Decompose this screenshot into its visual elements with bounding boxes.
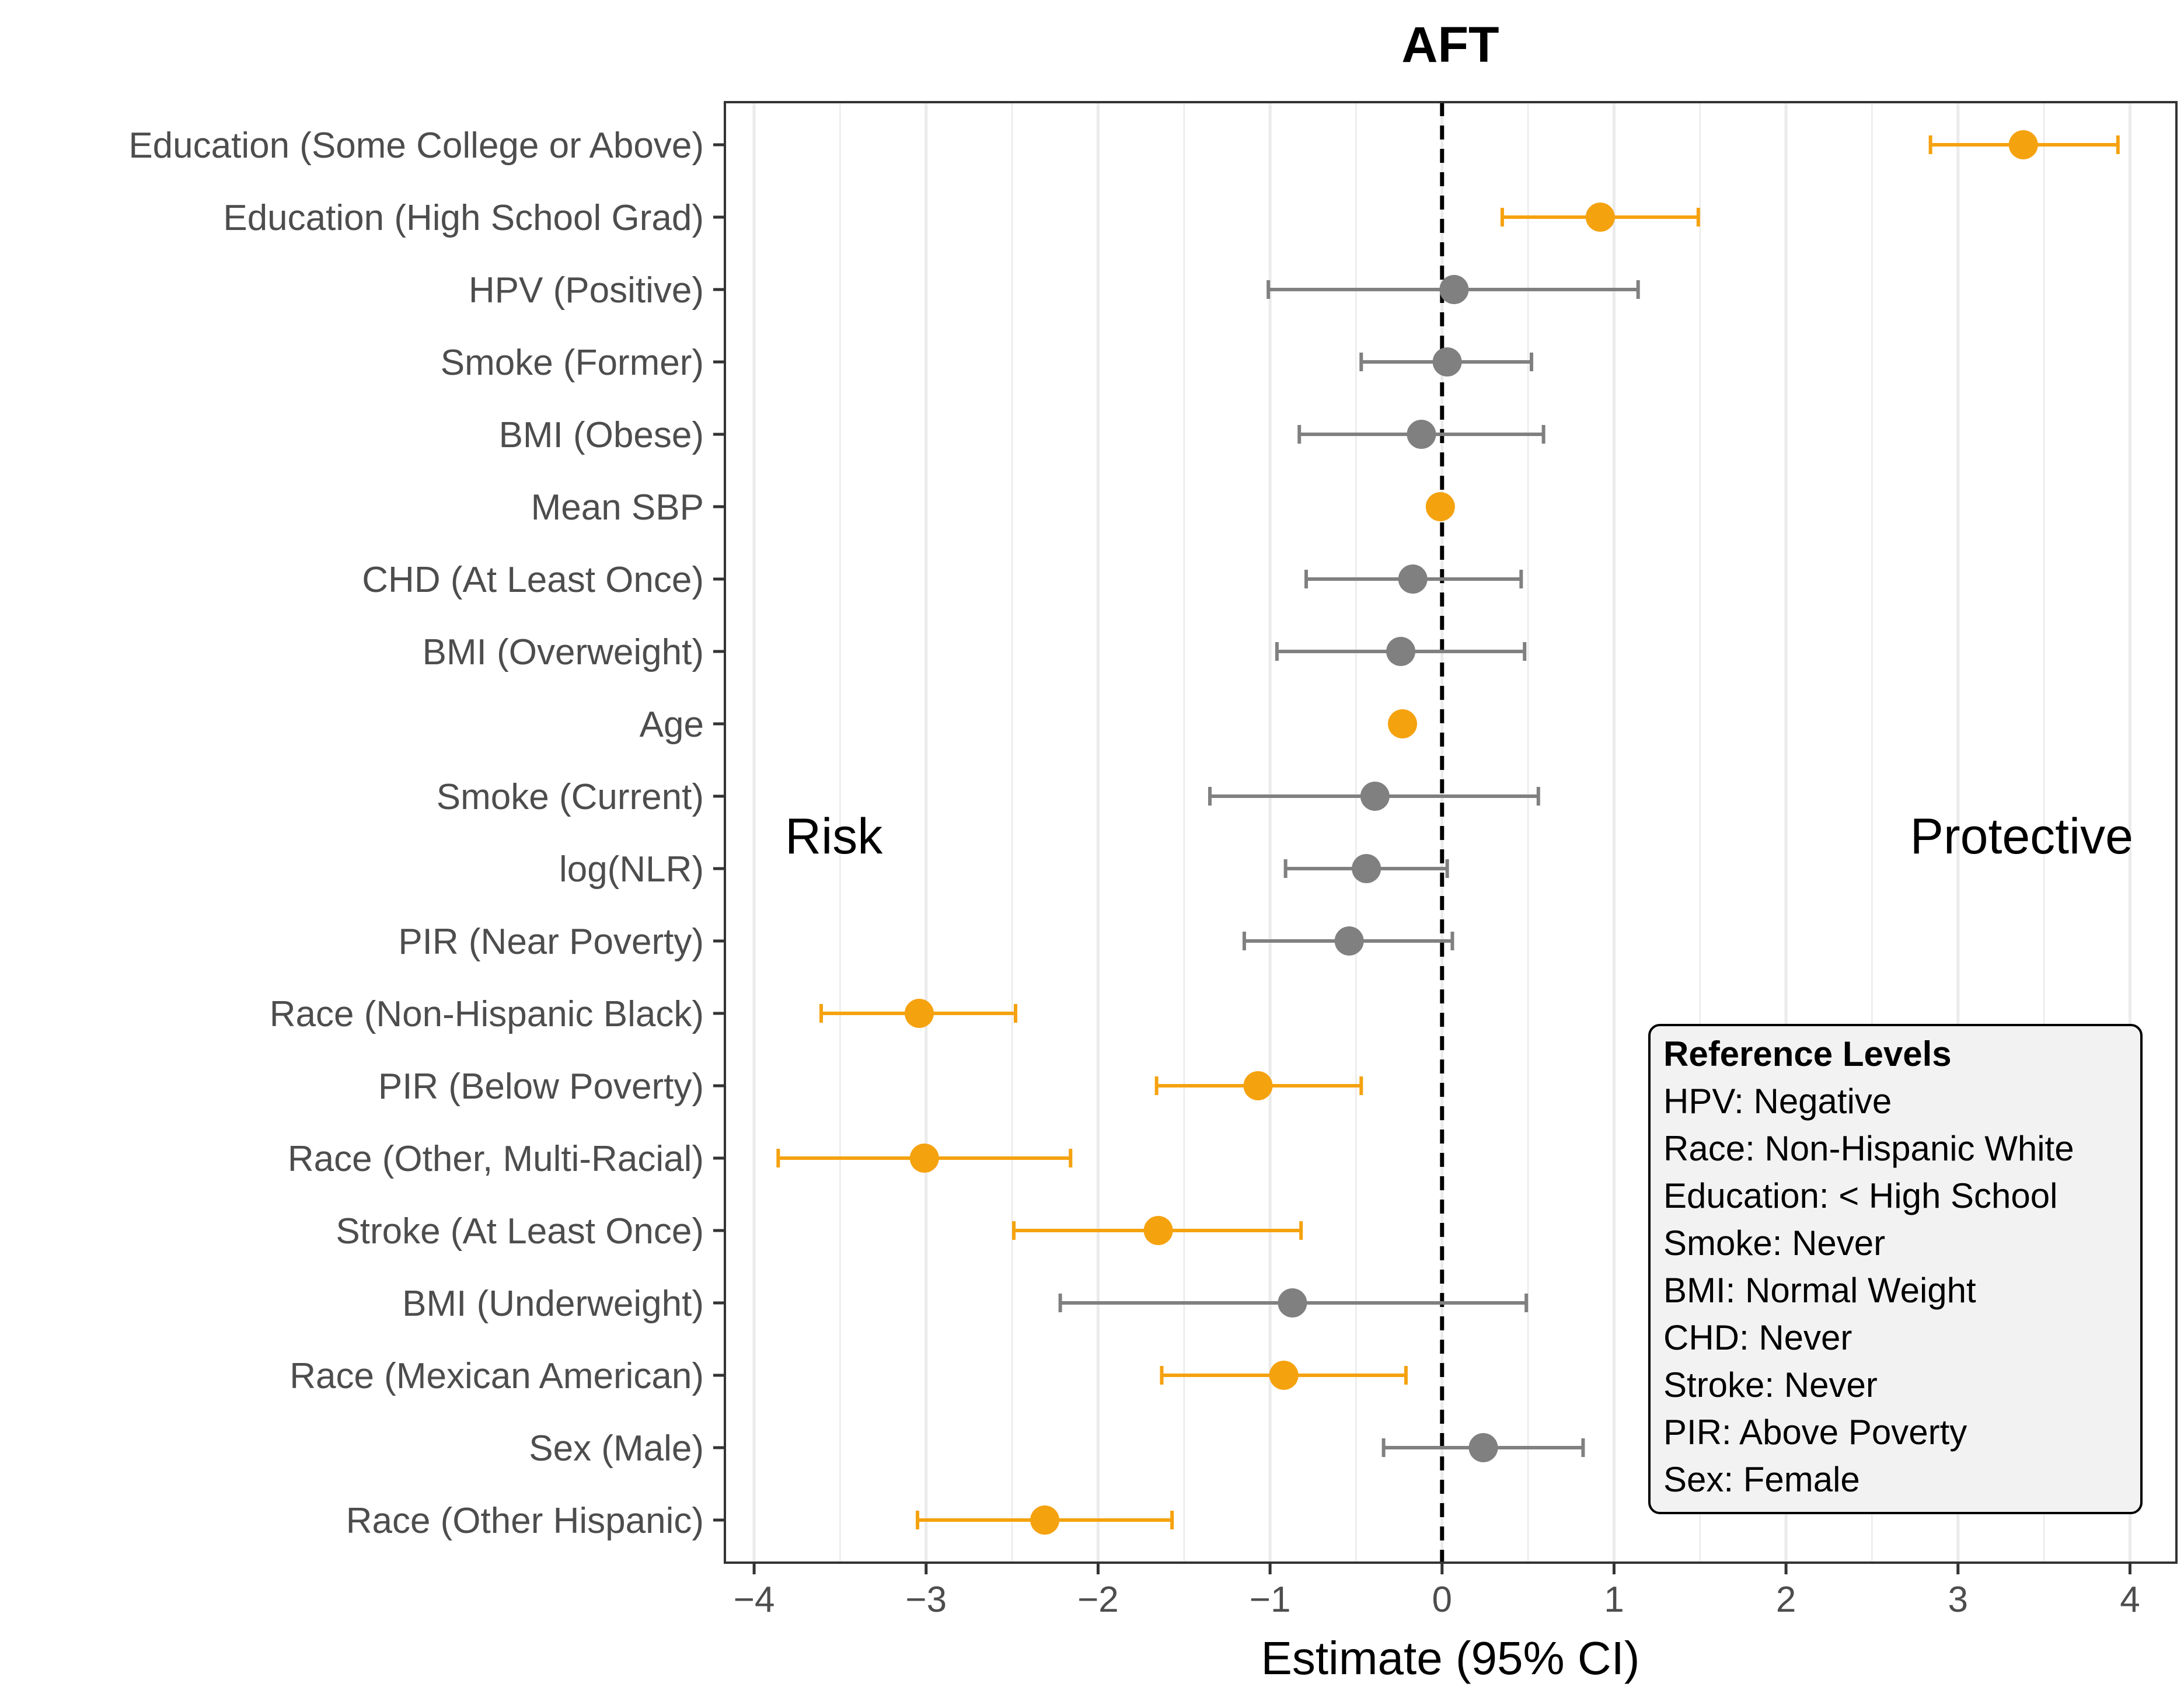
estimate-point	[909, 1144, 939, 1173]
legend-item: HPV: Negative	[1663, 1082, 1892, 1121]
estimate-point	[1334, 926, 1364, 956]
legend-item: PIR: Above Poverty	[1663, 1413, 1967, 1452]
estimate-row	[1304, 564, 1523, 594]
estimate-row	[1283, 854, 1449, 883]
legend-item: Education: < High School	[1663, 1176, 2057, 1215]
estimate-row	[819, 999, 1017, 1028]
x-tick-label: −3	[905, 1580, 947, 1620]
estimate-point	[1030, 1505, 1060, 1535]
estimate-point	[1387, 709, 1417, 738]
estimate-row	[1160, 1361, 1408, 1390]
estimate-marks	[776, 130, 2120, 1535]
x-tick-label: −1	[1250, 1580, 1291, 1620]
estimate-point	[1386, 637, 1416, 666]
estimate-point	[1243, 1071, 1273, 1100]
chart-title: AFT	[1401, 17, 1499, 73]
y-tick-label: Race (Non-Hispanic Black)	[270, 994, 704, 1034]
estimate-row	[1154, 1071, 1363, 1100]
estimate-row	[1425, 492, 1455, 521]
estimate-row	[1267, 275, 1640, 304]
y-tick-label: BMI (Obese)	[499, 415, 704, 455]
estimate-row	[1381, 1433, 1585, 1462]
estimate-point	[1269, 1361, 1299, 1390]
estimate-row	[1058, 1288, 1529, 1317]
plot-panel	[724, 101, 2178, 1564]
y-tick-label: HPV (Positive)	[469, 270, 704, 311]
x-tick-label: 2	[1776, 1580, 1796, 1620]
estimate-row	[1242, 926, 1454, 956]
legend-item: Race: Non-Hispanic White	[1663, 1129, 2074, 1168]
estimate-point	[1143, 1216, 1173, 1245]
estimate-point	[1439, 275, 1469, 304]
estimate-point	[1398, 564, 1428, 594]
estimate-row	[1500, 203, 1700, 232]
x-tick-label: −4	[734, 1580, 775, 1620]
legend-item: Stroke: Never	[1663, 1365, 1878, 1404]
x-tick-label: 3	[1948, 1580, 1968, 1620]
y-tick-label: BMI (Overweight)	[423, 632, 704, 672]
reference-levels-legend: Reference Levels HPV: Negative Race: Non-…	[1648, 1024, 2143, 1514]
legend-items: HPV: Negative Race: Non-Hispanic White Edu…	[1663, 1082, 2074, 1499]
y-tick-label: Race (Mexican American)	[289, 1356, 704, 1396]
y-tick-label: CHD (At Least Once)	[362, 560, 704, 600]
estimate-row	[1275, 637, 1527, 666]
estimate-point	[1352, 854, 1381, 883]
y-tick-label: Smoke (Former)	[441, 343, 704, 383]
x-axis-title: Estimate (95% CI)	[1261, 1632, 1639, 1684]
y-tick-label: PIR (Near Poverty)	[398, 922, 704, 962]
legend-box	[1648, 1024, 2143, 1514]
x-tick-label: −2	[1077, 1580, 1119, 1620]
estimate-point	[1407, 420, 1436, 449]
estimate-row	[1387, 709, 1417, 738]
legend-title: Reference Levels	[1663, 1034, 1952, 1073]
risk-annotation: Risk	[785, 808, 883, 865]
estimate-row	[1359, 347, 1533, 377]
legend-item: CHD: Never	[1663, 1318, 1852, 1357]
estimate-row	[1928, 130, 2120, 159]
estimate-point	[1468, 1433, 1498, 1462]
estimate-row	[776, 1144, 1073, 1173]
legend-item: BMI: Normal Weight	[1663, 1271, 1976, 1310]
y-axis: Education (Some College or Above) Educati…	[128, 126, 725, 1541]
y-tick-label: Race (Other, Multi-Racial)	[288, 1139, 704, 1179]
legend-item: Sex: Female	[1663, 1460, 1860, 1499]
estimate-row	[1012, 1216, 1303, 1245]
x-axis: −4 −3 −2 −1 0 1 2 3 4	[734, 1563, 2140, 1620]
x-tick-label: 4	[2120, 1580, 2140, 1620]
protective-annotation: Protective	[1910, 808, 2133, 865]
y-tick-label: Race (Other Hispanic)	[346, 1501, 704, 1541]
x-tick-label: 0	[1432, 1580, 1452, 1620]
estimate-point	[1585, 203, 1615, 232]
estimate-point	[1278, 1288, 1307, 1317]
estimate-point	[2008, 130, 2038, 159]
y-tick-label: Education (High School Grad)	[223, 198, 704, 238]
y-tick-label: log(NLR)	[559, 849, 704, 890]
estimate-row	[1208, 782, 1540, 811]
estimate-row	[1297, 420, 1545, 449]
y-tick-label: PIR (Below Poverty)	[378, 1066, 704, 1107]
y-tick-label: Sex (Male)	[529, 1428, 704, 1469]
estimate-point	[1425, 492, 1455, 521]
estimate-point	[1360, 782, 1390, 811]
y-tick-label: Smoke (Current)	[437, 777, 704, 817]
y-tick-label: BMI (Underweight)	[402, 1284, 704, 1324]
y-tick-label: Age	[640, 705, 704, 745]
estimate-point	[904, 999, 934, 1028]
y-tick-label: Mean SBP	[531, 487, 704, 528]
estimate-point	[1432, 347, 1462, 377]
legend-item: Smoke: Never	[1663, 1224, 1885, 1263]
x-tick-label: 1	[1604, 1580, 1624, 1620]
estimate-row	[916, 1505, 1174, 1535]
y-tick-label: Stroke (At Least Once)	[336, 1211, 704, 1252]
y-tick-label: Education (Some College or Above)	[128, 126, 704, 166]
